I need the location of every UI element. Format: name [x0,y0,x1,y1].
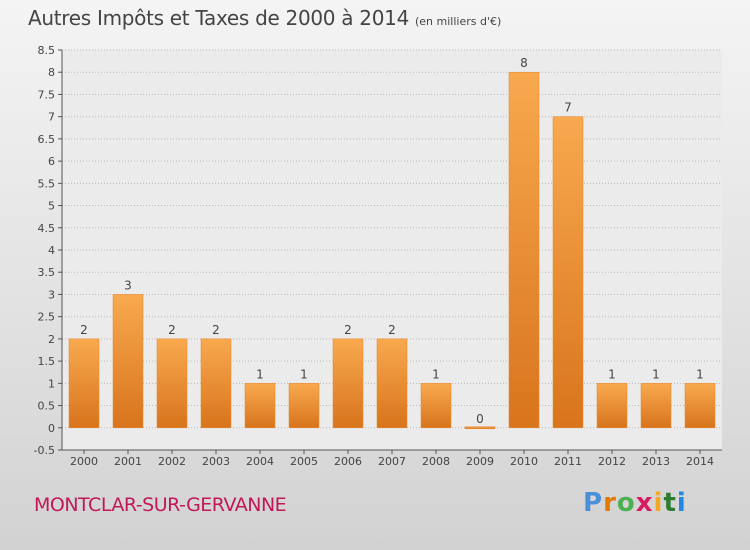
logo-letter: o [616,488,636,518]
x-tick-label-2014: 2014 [686,455,714,468]
y-tick-label: 1 [48,377,55,390]
x-tick-label-2006: 2006 [334,455,362,468]
y-tick-label: 4.5 [38,222,56,235]
title-text: Autres Impôts et Taxes de 2000 à 2014 [28,6,409,30]
data-label-2008: 1 [432,367,440,381]
x-tick-label-2012: 2012 [598,455,626,468]
x-tick-label-2010: 2010 [510,455,538,468]
logo-letter: x [635,488,654,518]
bar-2001 [112,294,144,429]
x-tick-label-2008: 2008 [422,455,450,468]
data-label-2006: 2 [344,323,352,337]
x-tick-label-2000: 2000 [70,455,98,468]
data-label-2009: 0 [476,412,484,426]
data-label-2001: 3 [124,278,132,292]
x-tick-label-2009: 2009 [466,455,494,468]
y-tick-label: 4 [48,244,55,257]
proxiti-logo: Proxiti [583,488,687,518]
x-tick-label-2007: 2007 [378,455,406,468]
y-tick-label: 7.5 [38,88,56,101]
bar-2006 [332,338,364,429]
bar-2011 [552,116,584,429]
data-label-2007: 2 [388,323,396,337]
bar-2008 [420,383,452,429]
bar-2009 [464,426,496,430]
y-tick-label: 1.5 [38,355,56,368]
bar-2005 [288,383,320,429]
data-label-2014: 1 [696,367,704,381]
data-label-2004: 1 [256,367,264,381]
y-tick-label: 3 [48,288,55,301]
bar-2002 [156,338,188,429]
x-tick-label-2005: 2005 [290,455,318,468]
y-tick-label: 6 [48,155,55,168]
bar-2000 [68,338,100,429]
y-tick-label: 5 [48,200,55,213]
data-label-2005: 1 [300,367,308,381]
y-tick-label: 0.5 [38,400,56,413]
y-tick-label: 6.5 [38,133,56,146]
bar-2010 [508,71,540,429]
logo-letter: r [603,488,617,518]
data-label-2003: 2 [212,323,220,337]
x-tick-label-2011: 2011 [554,455,582,468]
y-tick-label: -0.5 [34,444,55,457]
title-unit: (en milliers d'€) [415,15,502,28]
logo-letter: P [583,488,604,518]
x-tick-label-2003: 2003 [202,455,230,468]
bar-2012 [596,383,628,429]
x-tick-label-2002: 2002 [158,455,186,468]
bar-2003 [200,338,232,429]
bar-2004 [244,383,276,429]
y-tick-label: 2 [48,333,55,346]
y-tick-label: 7 [48,111,55,124]
chart-title: Autres Impôts et Taxes de 2000 à 2014 (en… [28,6,501,30]
logo-letter: t [663,488,677,518]
data-label-2013: 1 [652,367,660,381]
y-tick-label: 8.5 [38,44,56,57]
bar-2014 [684,383,716,429]
y-tick-label: 5.5 [38,177,56,190]
data-label-2000: 2 [80,323,88,337]
bar-2007 [376,338,408,429]
data-label-2010: 8 [520,56,528,70]
y-tick-label: 0 [48,422,55,435]
data-label-2012: 1 [608,367,616,381]
data-label-2011: 7 [564,101,572,115]
y-tick-label: 2.5 [38,311,56,324]
logo-letter: i [676,488,687,518]
y-tick-label: 8 [48,66,55,79]
x-tick-label-2001: 2001 [114,455,142,468]
x-tick-label-2004: 2004 [246,455,274,468]
x-tick-label-2013: 2013 [642,455,670,468]
logo-letter: i [653,488,664,518]
bar-2013 [640,383,672,429]
data-label-2002: 2 [168,323,176,337]
commune-name: MONTCLAR-SUR-GERVANNE [34,494,287,516]
y-tick-label: 3.5 [38,266,56,279]
